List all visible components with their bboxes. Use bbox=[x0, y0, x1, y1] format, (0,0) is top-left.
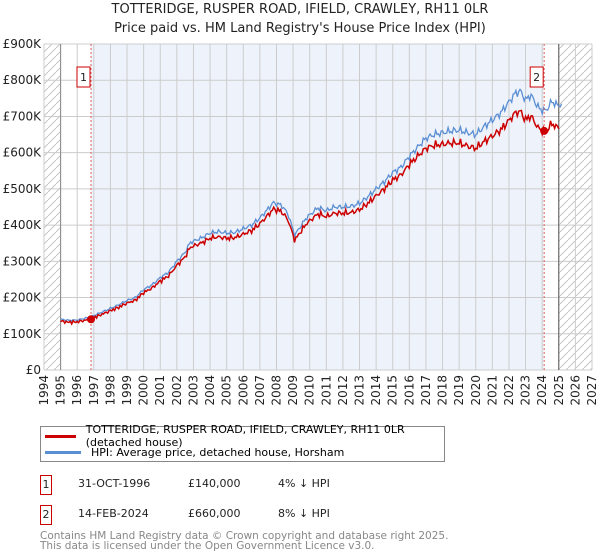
y-tick-label: £400K bbox=[3, 218, 43, 232]
legend-red-line bbox=[45, 434, 76, 438]
x-tick-label: 2025 bbox=[552, 375, 566, 406]
x-tick-label: 2007 bbox=[253, 375, 267, 406]
x-tick-label: 2019 bbox=[452, 375, 466, 406]
x-tick-label: 2003 bbox=[186, 375, 200, 406]
x-tick-label: 2023 bbox=[519, 375, 533, 406]
hatched-region-left bbox=[44, 44, 61, 370]
y-tick-label: £200K bbox=[3, 291, 43, 305]
sale-point bbox=[86, 315, 95, 324]
x-tick-label: 1995 bbox=[54, 375, 68, 406]
x-tick-label: 1998 bbox=[103, 375, 117, 406]
hpi-line bbox=[60, 88, 563, 322]
x-tick-label: 2008 bbox=[269, 375, 283, 406]
sale-badge: 1 bbox=[40, 475, 52, 495]
sale-row-1: 1 31-OCT-1996 £140,000 4% ↓ HPI bbox=[40, 475, 440, 495]
y-tick-label: £0 bbox=[26, 363, 41, 377]
sale-label: 1 bbox=[80, 71, 87, 84]
x-tick-label: 2021 bbox=[485, 375, 499, 406]
y-tick-label: £500K bbox=[3, 182, 43, 196]
sale-label-box bbox=[529, 66, 544, 88]
x-tick-label: 2027 bbox=[585, 375, 599, 406]
x-tick-label: 2015 bbox=[386, 375, 400, 406]
legend-hpi: HPI: Average price, detached house, Hors… bbox=[91, 445, 345, 459]
footer-line-1: Contains HM Land Registry data © Crown c… bbox=[40, 530, 449, 542]
sale-label-box bbox=[76, 66, 91, 88]
x-tick-label: 2017 bbox=[419, 375, 433, 406]
y-tick-label: £700K bbox=[3, 109, 43, 123]
sale-date: 31-OCT-1996 bbox=[78, 477, 151, 490]
x-tick-label: 2001 bbox=[153, 375, 167, 406]
y-tick-label: £100K bbox=[3, 327, 43, 341]
ownership-shading bbox=[90, 44, 545, 370]
x-tick-label: 2018 bbox=[436, 375, 450, 406]
x-tick-label: 1994 bbox=[37, 375, 51, 406]
sale-hpi-diff: 4% ↓ HPI bbox=[278, 477, 330, 490]
x-tick-label: 2012 bbox=[336, 375, 350, 406]
y-tick-label: £300K bbox=[3, 254, 43, 268]
x-tick-label: 2011 bbox=[319, 375, 333, 406]
sale-badge: 2 bbox=[40, 505, 52, 525]
x-tick-label: 2016 bbox=[402, 375, 416, 406]
sale-date: 14-FEB-2024 bbox=[78, 507, 149, 520]
y-tick-label: £900K bbox=[3, 37, 43, 51]
price-paid-line bbox=[60, 109, 560, 326]
chart-subtitle: Price paid vs. HM Land Registry's House … bbox=[114, 21, 486, 36]
x-tick-label: 2000 bbox=[137, 375, 151, 406]
x-tick-label: 2009 bbox=[286, 375, 300, 406]
x-tick-label: 2014 bbox=[369, 375, 383, 406]
footer: Contains HM Land Registry data © Crown c… bbox=[40, 530, 449, 552]
x-tick-label: 2013 bbox=[353, 375, 367, 406]
sale-row-2: 2 14-FEB-2024 £660,000 8% ↓ HPI bbox=[40, 505, 440, 525]
footer-line-2: This data is licensed under the Open Gov… bbox=[40, 540, 375, 552]
x-tick-label: 2024 bbox=[535, 375, 549, 406]
x-tick-label: 2006 bbox=[236, 375, 250, 406]
sale-label: 2 bbox=[533, 71, 540, 84]
sale-point bbox=[540, 126, 549, 135]
x-tick-label: 1996 bbox=[70, 375, 84, 406]
x-tick-label: 2004 bbox=[203, 375, 217, 406]
x-tick-label: 2002 bbox=[170, 375, 184, 406]
x-tick-label: 1997 bbox=[87, 375, 101, 406]
sale-price: £140,000 bbox=[188, 477, 241, 490]
x-tick-label: 2005 bbox=[220, 375, 234, 406]
x-tick-label: 1999 bbox=[120, 375, 134, 406]
y-tick-label: £800K bbox=[3, 73, 43, 87]
x-tick-label: 2010 bbox=[303, 375, 317, 406]
legend-price-paid: TOTTERIDGE, RUSPER ROAD, IFIELD, CRAWLEY… bbox=[85, 423, 405, 449]
sale-price: £660,000 bbox=[188, 507, 241, 520]
legend-blue-line bbox=[45, 450, 81, 454]
legend: TOTTERIDGE, RUSPER ROAD, IFIELD, CRAWLEY… bbox=[40, 423, 445, 462]
plot-area: £0 £100K £200K £300K £400K £500K £600K £700K £80… bbox=[3, 37, 599, 406]
y-tick-label: £600K bbox=[3, 146, 43, 160]
chart-title: TOTTERIDGE, RUSPER ROAD, IFIELD, CRAWLEY… bbox=[111, 2, 489, 17]
x-tick-label: 2020 bbox=[469, 375, 483, 406]
x-tick-label: 2022 bbox=[502, 375, 516, 406]
x-tick-label: 2026 bbox=[568, 375, 582, 406]
sale-hpi-diff: 8% ↓ HPI bbox=[278, 507, 330, 520]
